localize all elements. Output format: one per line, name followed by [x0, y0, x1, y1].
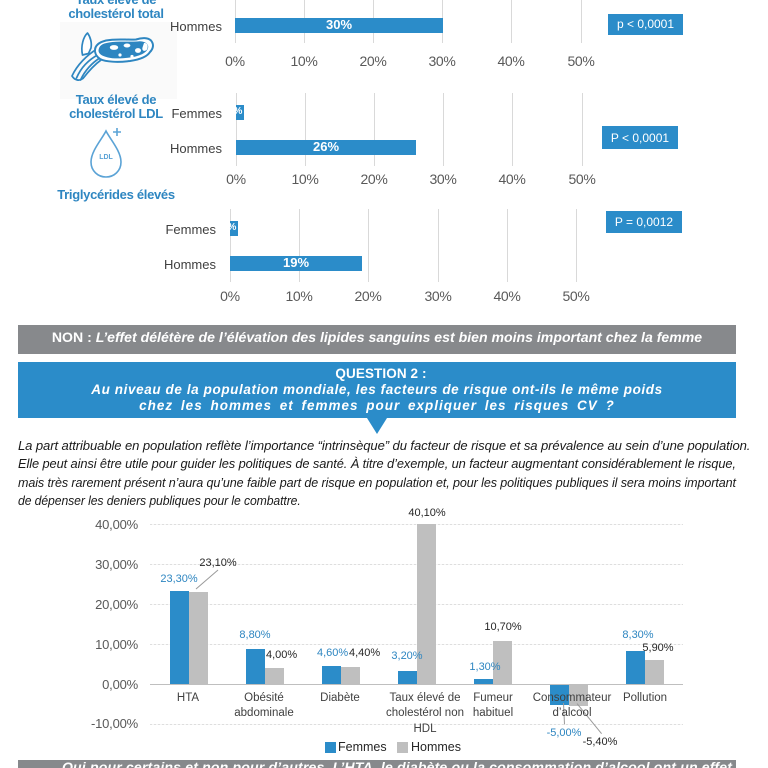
svg-text:LDL: LDL	[99, 154, 113, 161]
